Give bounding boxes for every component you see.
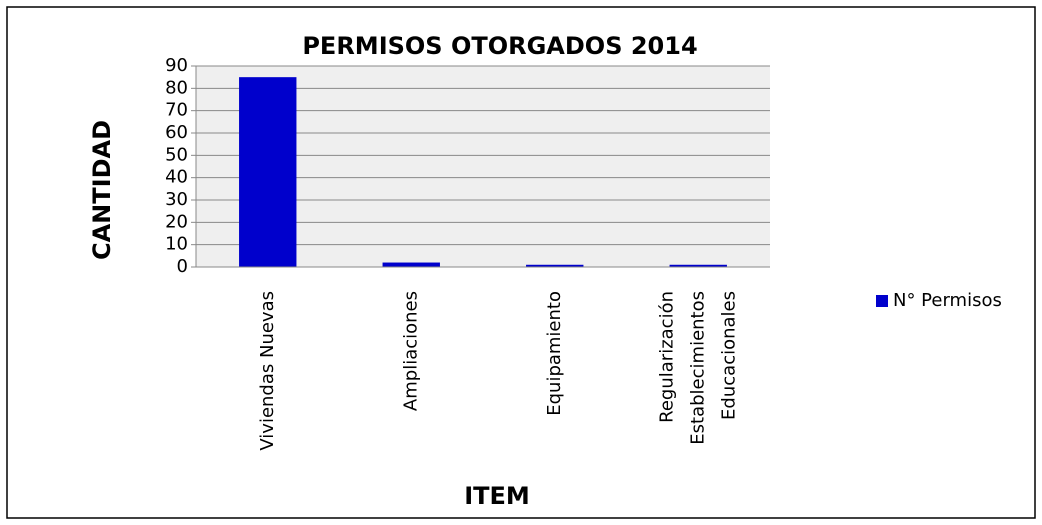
legend-swatch	[876, 295, 888, 307]
y-tick-label: 20	[165, 211, 188, 232]
x-tick-label: Viviendas Nuevas	[257, 291, 278, 451]
bar	[382, 262, 440, 267]
chart-title: PERMISOS OTORGADOS 2014	[302, 32, 697, 60]
y-tick-label: 40	[165, 167, 188, 188]
bar	[526, 264, 584, 267]
y-tick-label: 10	[165, 234, 188, 255]
bar	[669, 264, 727, 267]
y-tick-label: 70	[165, 100, 188, 121]
bar	[239, 77, 297, 268]
x-axis-label: ITEM	[464, 482, 530, 510]
legend-label: N° Permisos	[893, 290, 1002, 311]
x-tick-label: Ampliaciones	[400, 291, 421, 411]
x-tick-label: Equipamiento	[544, 291, 565, 416]
y-tick-label: 50	[165, 144, 188, 165]
y-tick-label: 0	[177, 256, 188, 277]
y-tick-label: 30	[165, 189, 188, 210]
y-tick-label: 90	[165, 55, 188, 76]
y-tick-label: 80	[165, 77, 188, 98]
x-tick-label: Regularización Establecimientos Educaciona…	[656, 291, 739, 445]
y-axis-label: CANTIDAD	[88, 120, 116, 260]
y-tick-label: 60	[165, 122, 188, 143]
